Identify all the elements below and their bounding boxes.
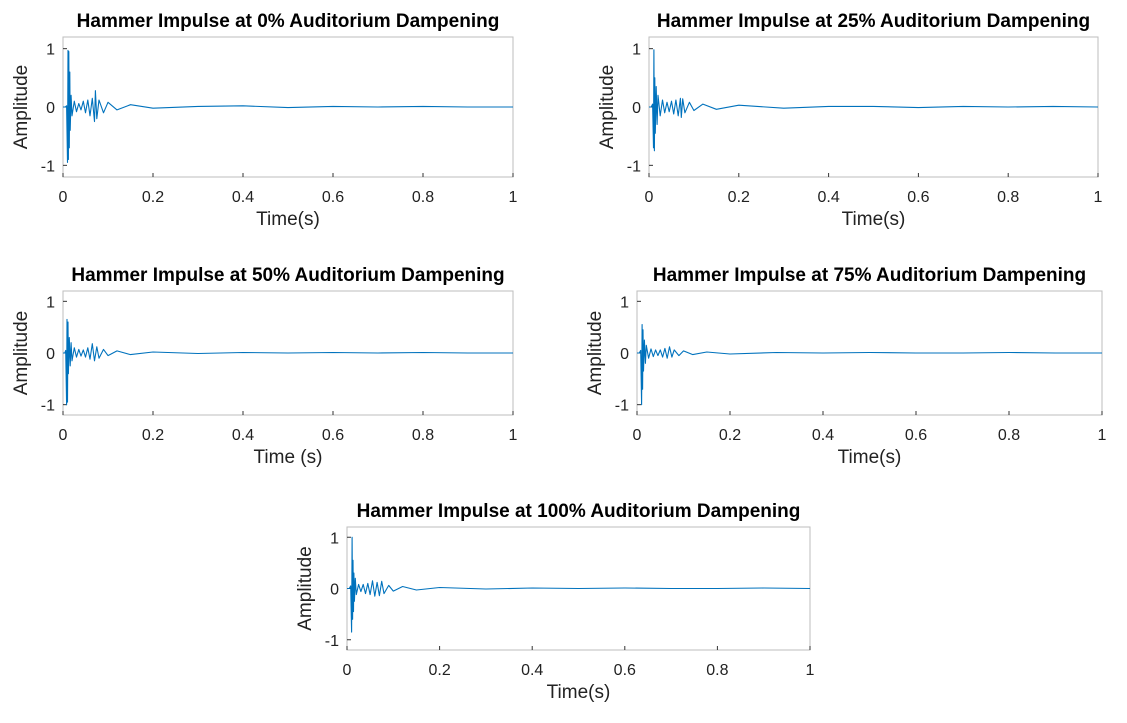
x-tick-label: 1 [1098,427,1107,444]
x-tick-label: 0.8 [706,662,728,679]
subplot-title: Hammer Impulse at 0% Auditorium Dampenin… [77,11,500,32]
x-tick-label: 0 [59,189,68,206]
y-tick-label: -1 [41,158,55,175]
subplot-3: Hammer Impulse at 50% Auditorium Dampeni… [11,265,518,468]
x-tick-label: 0.8 [997,189,1019,206]
x-tick-label: 0 [645,189,654,206]
x-axis-label: Time(s) [838,447,902,468]
x-tick-label: 0.6 [614,662,636,679]
y-tick-label: -1 [41,398,55,415]
x-tick-label: 0.6 [322,427,344,444]
y-tick-label: -1 [325,633,339,650]
y-axis-label: Amplitude [11,65,32,150]
x-tick-label: 0.8 [412,427,434,444]
impulse-trace [63,318,513,406]
y-tick-label: 1 [46,42,55,59]
x-tick-label: 1 [1094,189,1103,206]
x-tick-label: 0.6 [907,189,929,206]
y-tick-label: 1 [46,294,55,311]
y-tick-label: 0 [632,100,641,117]
y-axis-label: Amplitude [597,65,618,150]
x-axis-label: Time(s) [256,209,320,230]
x-tick-label: 0 [343,662,352,679]
y-tick-label: -1 [627,158,641,175]
x-tick-label: 0 [633,427,642,444]
y-axis-label: Amplitude [585,311,606,396]
x-tick-label: 0.4 [817,189,839,206]
x-tick-label: 0.4 [232,189,254,206]
impulse-trace [637,324,1102,406]
x-tick-label: 0.8 [998,427,1020,444]
x-tick-label: 0.8 [412,189,434,206]
x-axis-label: Time (s) [254,447,323,468]
x-tick-label: 0.2 [428,662,450,679]
x-axis-label: Time(s) [842,209,906,230]
x-tick-label: 0.2 [719,427,741,444]
x-tick-label: 0.4 [232,427,254,444]
x-tick-label: 0 [59,427,68,444]
impulse-trace [63,49,513,163]
subplot-title: Hammer Impulse at 25% Auditorium Dampeni… [657,11,1090,32]
y-tick-label: 0 [620,346,629,363]
x-tick-label: 0.4 [812,427,834,444]
x-axis-label: Time(s) [547,682,611,703]
x-tick-label: 0.2 [728,189,750,206]
x-tick-label: 1 [509,427,518,444]
y-tick-label: 0 [46,100,55,117]
impulse-trace [649,49,1099,152]
x-tick-label: 1 [806,662,815,679]
y-tick-label: 1 [632,42,641,59]
y-tick-label: -1 [615,398,629,415]
impulse-trace [347,536,811,633]
y-axis-label: Amplitude [11,311,32,396]
y-tick-label: 0 [330,582,339,599]
subplot-5: Hammer Impulse at 100% Auditorium Dampen… [295,501,815,703]
x-tick-label: 0.2 [142,189,164,206]
y-tick-label: 1 [330,530,339,547]
subplot-title: Hammer Impulse at 50% Auditorium Dampeni… [71,265,504,286]
x-tick-label: 0.6 [322,189,344,206]
y-tick-label: 0 [46,346,55,363]
subplot-title: Hammer Impulse at 75% Auditorium Dampeni… [653,265,1086,286]
x-tick-label: 1 [509,189,518,206]
y-axis-label: Amplitude [295,546,316,631]
subplot-title: Hammer Impulse at 100% Auditorium Dampen… [357,501,801,522]
subplot-4: Hammer Impulse at 75% Auditorium Dampeni… [585,265,1107,468]
x-tick-label: 0.2 [142,427,164,444]
y-tick-label: 1 [620,294,629,311]
subplot-1: Hammer Impulse at 0% Auditorium Dampenin… [11,11,518,230]
subplot-2: Hammer Impulse at 25% Auditorium Dampeni… [597,11,1103,230]
x-tick-label: 0.4 [521,662,543,679]
x-tick-label: 0.6 [905,427,927,444]
